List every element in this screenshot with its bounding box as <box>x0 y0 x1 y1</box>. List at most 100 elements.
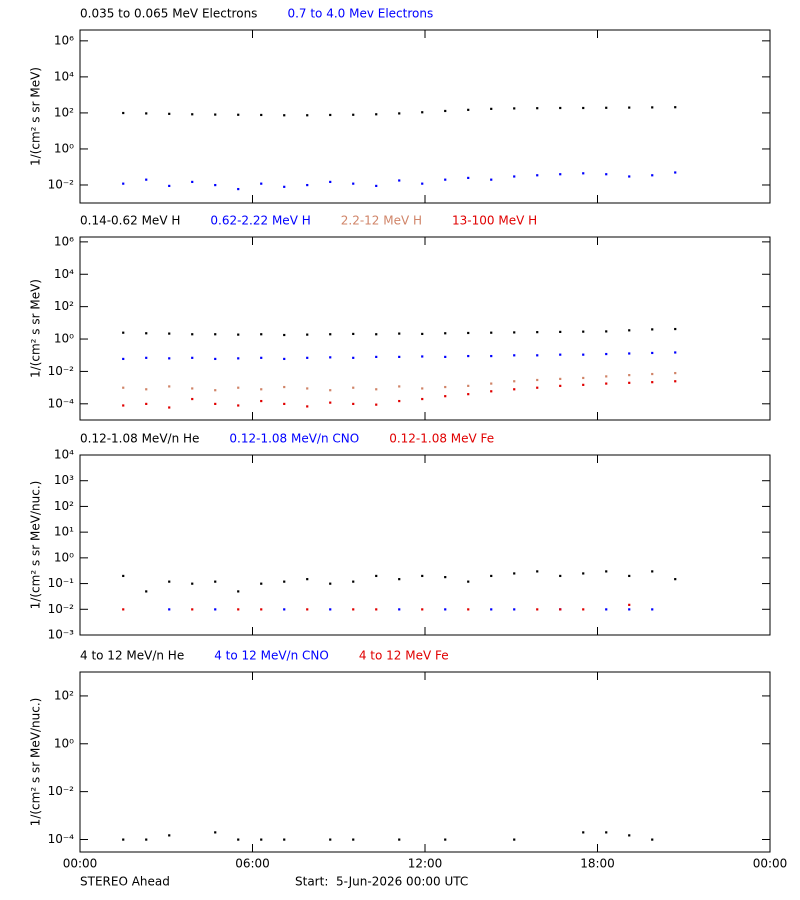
data-point <box>191 608 194 611</box>
legend-entry: 0.62-2.22 MeV H <box>210 214 310 228</box>
data-point <box>329 356 332 359</box>
data-point <box>214 608 217 611</box>
data-point <box>398 399 401 403</box>
footer-spacecraft: STEREO Ahead <box>80 875 170 889</box>
x-tick-label: 00:00 <box>63 857 98 871</box>
y-tick-label: 10² <box>54 105 74 119</box>
data-point <box>490 107 493 110</box>
y-tick-label: 10⁴ <box>54 267 74 281</box>
y-axis-label: 1/(cm² s sr MeV) <box>29 67 43 166</box>
data-point <box>398 838 401 841</box>
data-point <box>214 580 217 583</box>
data-point <box>237 386 240 389</box>
legend-entry: 4 to 12 MeV/n He <box>80 649 184 663</box>
data-point <box>444 838 447 841</box>
data-point <box>145 356 148 359</box>
data-point <box>191 582 194 585</box>
data-point <box>490 390 493 393</box>
data-point <box>122 357 125 361</box>
data-point <box>191 113 194 116</box>
data-point <box>674 106 677 109</box>
legend-entry: 0.14-0.62 MeV H <box>80 214 180 228</box>
legend-entry: 4 to 12 MeV Fe <box>359 649 449 663</box>
data-point <box>651 381 654 384</box>
data-point <box>467 354 470 358</box>
legend-entry: 0.12-1.08 MeV Fe <box>389 432 494 446</box>
data-point <box>306 405 309 408</box>
y-tick-label: 10⁰ <box>54 141 74 155</box>
data-point <box>145 590 148 593</box>
data-point <box>605 352 608 356</box>
data-point <box>421 111 424 114</box>
data-point <box>329 582 332 585</box>
legend-entry: 0.12-1.08 MeV/n CNO <box>229 432 359 446</box>
data-point <box>329 401 332 404</box>
y-tick-label: 10² <box>54 688 74 702</box>
data-point <box>467 580 470 583</box>
data-point <box>260 333 263 336</box>
data-point <box>444 109 447 113</box>
data-point <box>651 328 654 331</box>
data-point <box>122 838 125 841</box>
data-point <box>352 332 355 336</box>
plot-frame <box>79 236 771 421</box>
y-tick-label: 10⁶ <box>54 33 74 47</box>
data-point <box>122 404 125 407</box>
data-point <box>628 608 631 611</box>
data-point <box>605 831 608 834</box>
y-tick-label: 10² <box>54 299 74 313</box>
data-point <box>352 386 355 389</box>
data-point <box>628 352 631 355</box>
footer-start: Start: 5-Jun-2026 00:00 UTC <box>295 875 468 889</box>
data-point <box>421 355 424 358</box>
data-point <box>536 174 539 177</box>
legend-entry: 2.2-12 MeV H <box>341 214 422 228</box>
data-point <box>559 353 562 356</box>
data-point <box>398 608 401 611</box>
data-point <box>582 330 585 333</box>
data-point <box>306 356 309 359</box>
data-point <box>398 112 401 115</box>
data-point <box>582 172 585 175</box>
data-point <box>375 113 378 116</box>
data-point <box>513 838 516 841</box>
data-point <box>467 176 470 180</box>
data-point <box>237 113 240 116</box>
data-point <box>674 171 677 174</box>
data-point <box>191 180 194 184</box>
data-point <box>467 384 470 387</box>
data-point <box>237 357 240 360</box>
y-tick-label: 10⁴ <box>54 448 74 462</box>
data-point <box>283 385 286 389</box>
legend-entry: 4 to 12 MeV/n CNO <box>214 649 329 663</box>
data-point <box>168 184 171 188</box>
data-point <box>260 399 263 403</box>
y-axis-label: 1/(cm² s sr MeV) <box>29 279 43 378</box>
data-point <box>421 397 424 401</box>
data-point <box>283 838 286 841</box>
data-point <box>605 106 608 109</box>
data-point <box>352 182 355 185</box>
data-point <box>398 355 401 358</box>
data-point <box>375 403 378 406</box>
data-point <box>651 174 654 177</box>
data-point <box>559 574 562 578</box>
y-tick-label: 10⁴ <box>54 69 74 83</box>
data-point <box>513 388 516 391</box>
data-point <box>582 376 585 380</box>
data-point <box>375 184 378 188</box>
plot-frame <box>79 29 771 204</box>
data-point <box>237 187 240 191</box>
data-point <box>398 385 401 388</box>
x-tick-label: 06:00 <box>235 857 270 871</box>
data-point <box>191 333 194 336</box>
data-point <box>398 332 401 335</box>
data-point <box>375 574 378 578</box>
data-point <box>628 374 631 377</box>
data-point <box>490 574 493 578</box>
data-point <box>283 357 286 361</box>
data-point <box>306 608 309 611</box>
data-point <box>467 108 470 111</box>
legend-entry: 0.7 to 4.0 Mev Electrons <box>287 7 433 21</box>
